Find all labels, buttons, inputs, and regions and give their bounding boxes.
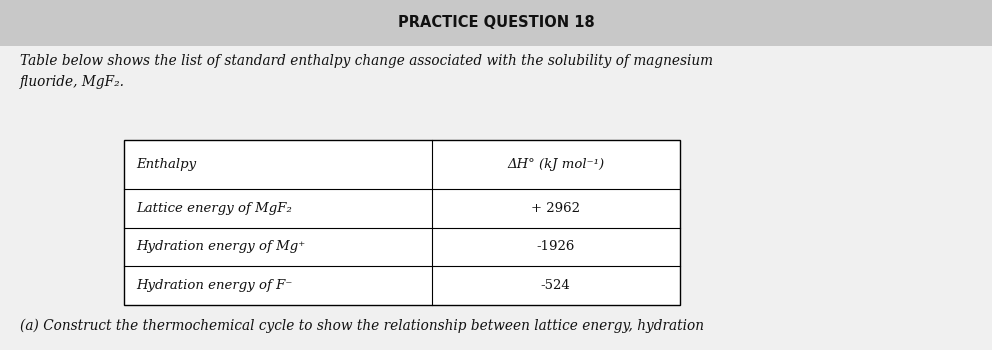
Text: + 2962: + 2962 (531, 202, 580, 215)
Bar (124, 140, 680, 304)
Bar (0, 46, 992, 350)
Text: (a) Construct the thermochemical cycle to show the relationship between lattice : (a) Construct the thermochemical cycle t… (20, 318, 704, 333)
Text: -1926: -1926 (537, 240, 574, 253)
Text: PRACTICE QUESTION 18: PRACTICE QUESTION 18 (398, 15, 594, 30)
Bar (0, 0, 992, 46)
Text: Hydration energy of F⁻: Hydration energy of F⁻ (136, 279, 293, 292)
Text: Lattice energy of MgF₂: Lattice energy of MgF₂ (136, 202, 292, 215)
Text: ΔH° (kJ mol⁻¹): ΔH° (kJ mol⁻¹) (507, 158, 604, 171)
Text: Enthalpy: Enthalpy (136, 158, 196, 171)
Text: -524: -524 (541, 279, 570, 292)
Text: Table below shows the list of standard enthalpy change associated with the solub: Table below shows the list of standard e… (20, 54, 713, 89)
Text: Hydration energy of Mg⁺: Hydration energy of Mg⁺ (136, 240, 306, 253)
